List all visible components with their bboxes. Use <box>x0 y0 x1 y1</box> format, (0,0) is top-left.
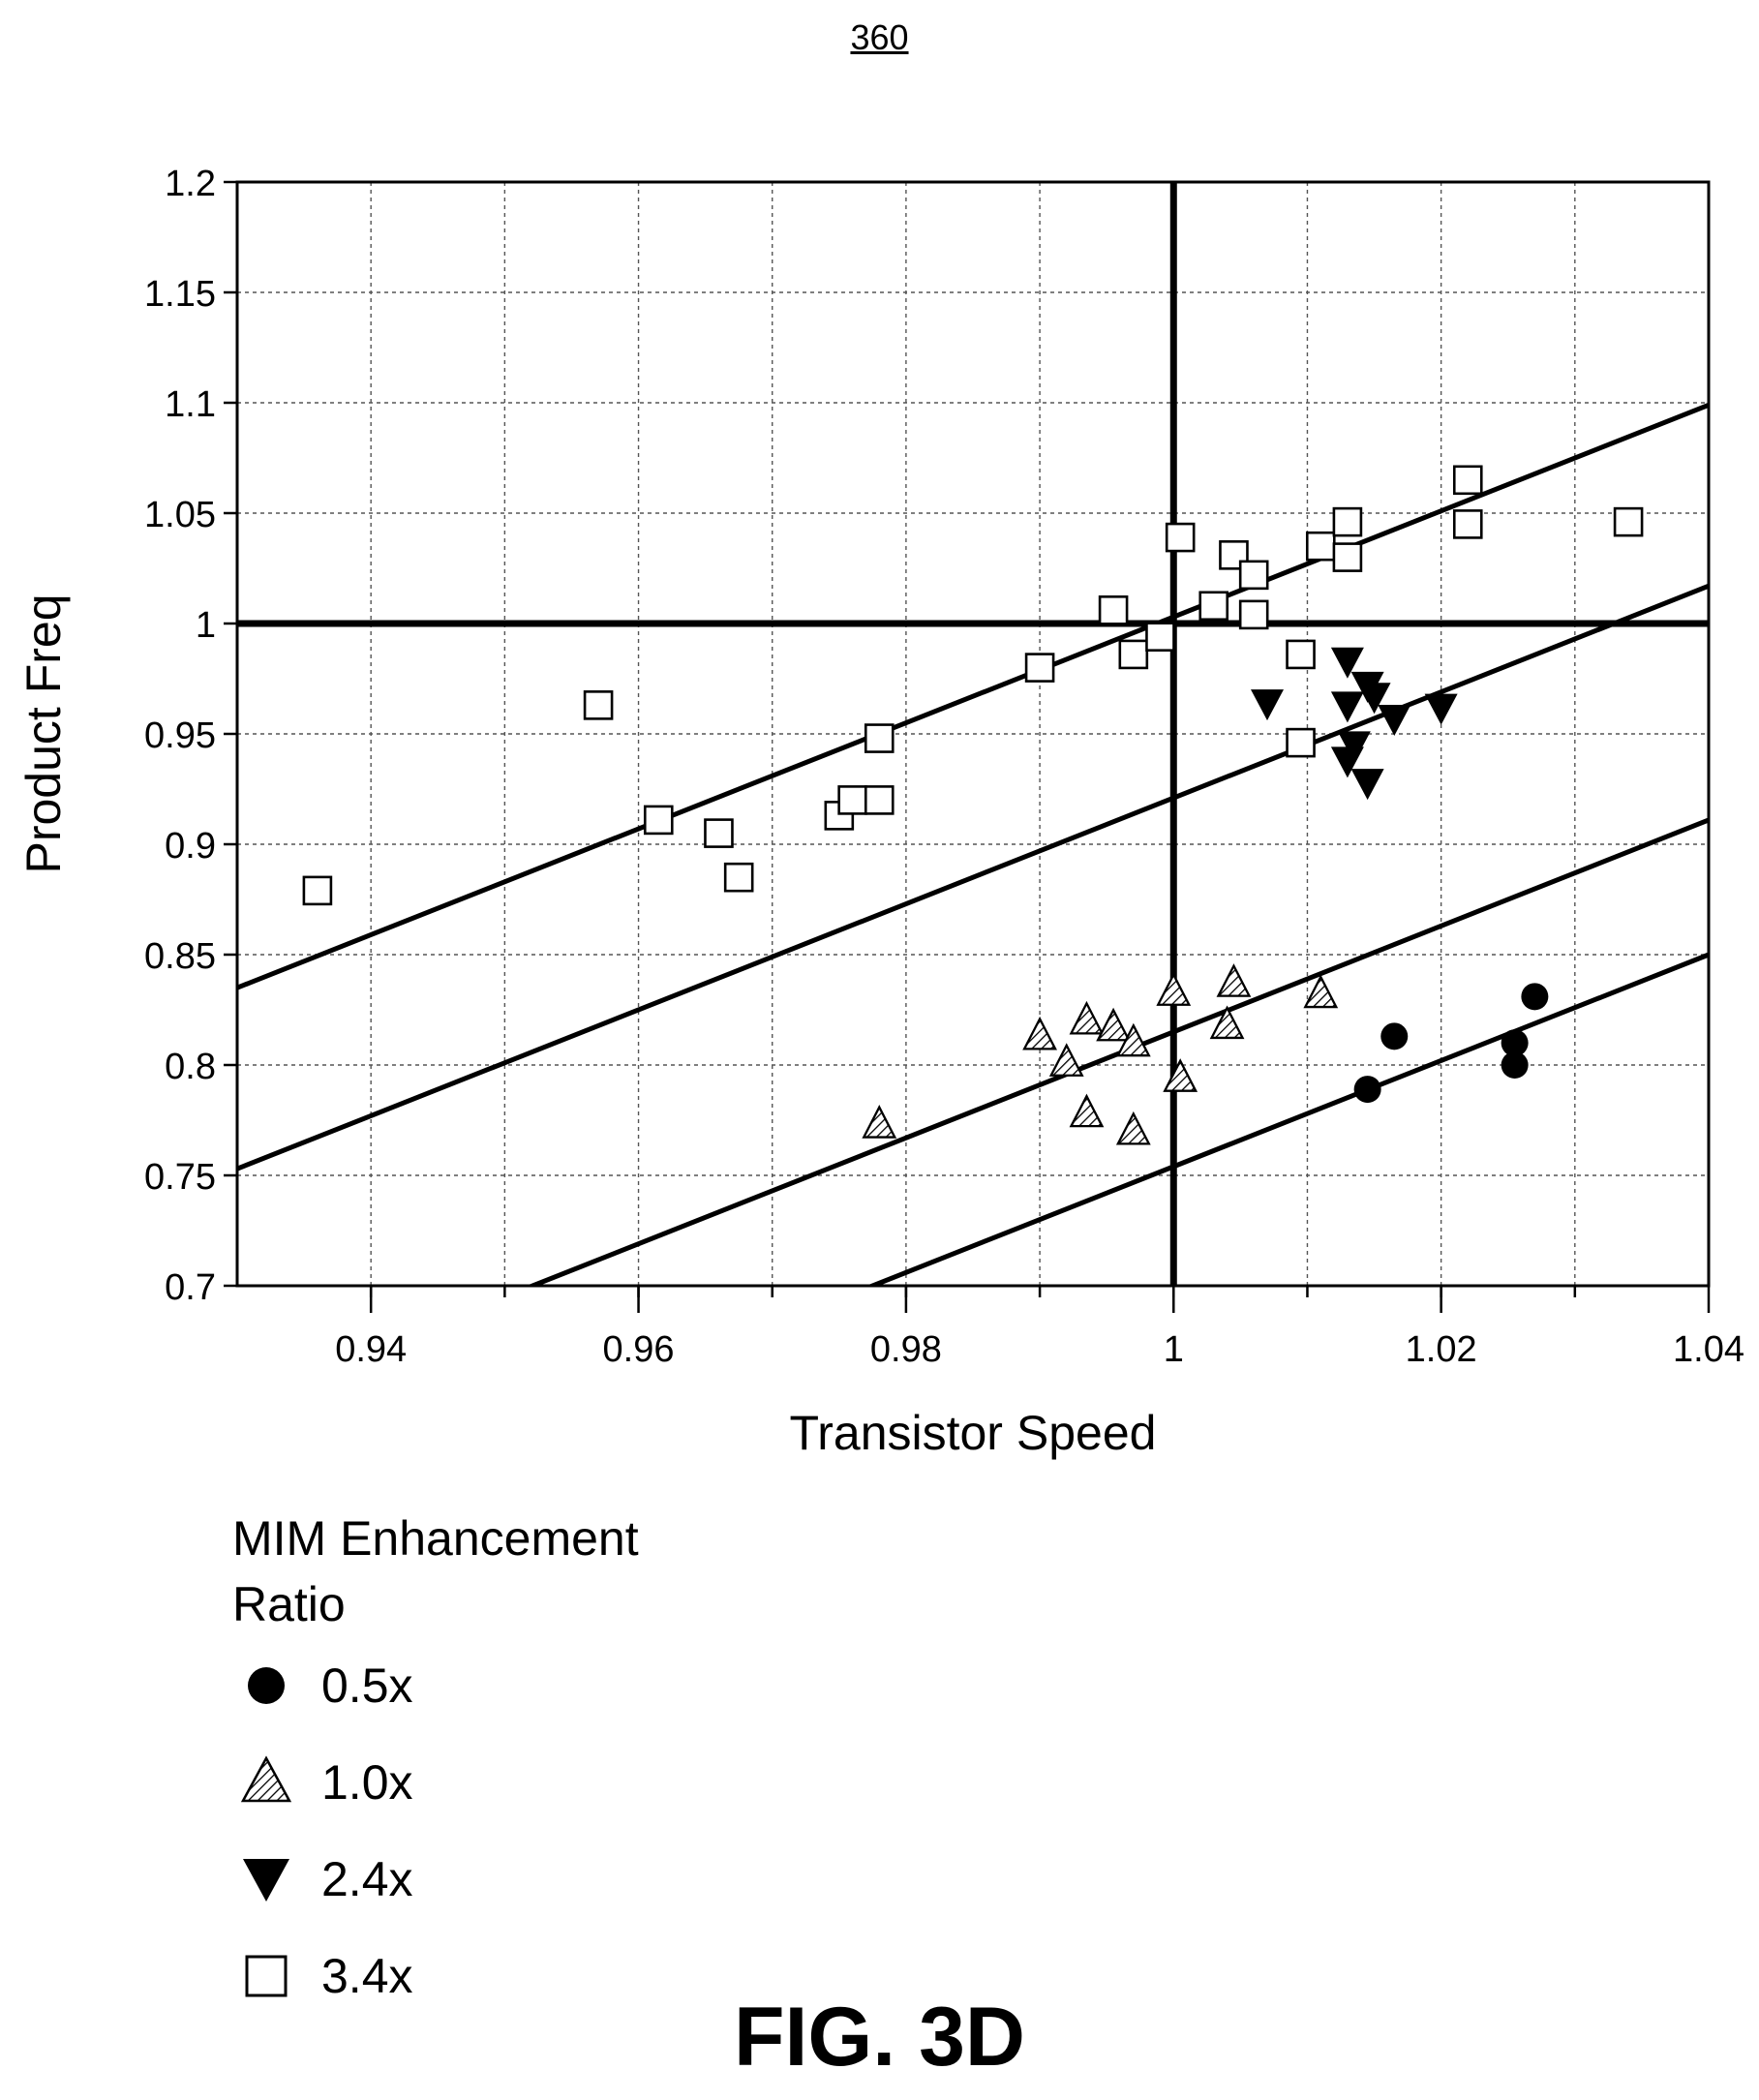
x-tick-label: 1.02 <box>1406 1329 1477 1370</box>
point-3-4x <box>1238 560 1269 591</box>
point-2-4x <box>1350 769 1384 801</box>
point-2-4x <box>1337 731 1371 763</box>
y-tick-label: 0.85 <box>144 936 216 977</box>
x-tick-label: 1.04 <box>1673 1329 1744 1370</box>
point-0-5x <box>1353 1076 1381 1104</box>
point-0-5x <box>1501 1029 1529 1057</box>
point-2-4x <box>1378 705 1411 737</box>
point-3-4x <box>583 690 614 720</box>
point-3-4x <box>302 875 333 906</box>
point-0-5x <box>1501 1051 1529 1079</box>
open-square-icon <box>245 1955 288 1997</box>
trend-lines <box>237 402 1709 1286</box>
legend-label-2-4x: 2.4x <box>321 1852 413 1906</box>
point-3-4x <box>1332 542 1363 572</box>
point-1-0x <box>1096 1007 1131 1042</box>
point-1-0x <box>1022 1016 1057 1050</box>
point-3-4x <box>1219 540 1249 570</box>
trend-line-3-4x <box>237 402 1709 990</box>
y-axis-label: Product Freq <box>16 593 71 873</box>
point-3-4x <box>1118 639 1149 670</box>
point-3-4x <box>1286 727 1316 758</box>
legend-title-line-1: MIM Enhancement <box>232 1511 639 1566</box>
point-0-5x <box>1380 1022 1409 1050</box>
hatched-triangle-icon <box>240 1755 292 1803</box>
legend-title: MIM Enhancement Ratio <box>232 1506 716 1637</box>
point-3-4x <box>1165 522 1196 553</box>
point-1-0x <box>1048 1043 1084 1077</box>
point-3-4x <box>1238 599 1269 630</box>
point-3-4x <box>1286 639 1316 670</box>
data-points <box>302 465 1644 1145</box>
y-tick-label: 1.15 <box>144 274 216 315</box>
point-1-0x <box>1163 1058 1198 1092</box>
figure-label: FIG. 3D <box>733 1991 1026 2084</box>
y-tick-label: 1 <box>196 605 216 646</box>
legend-label-0-5x: 0.5x <box>321 1659 413 1713</box>
point-1-0x <box>1303 974 1339 1009</box>
point-3-4x <box>1024 653 1055 683</box>
point-3-4x <box>1452 509 1483 539</box>
point-1-0x <box>1209 1005 1245 1040</box>
point-3-4x <box>837 785 867 815</box>
point-2-4x <box>1330 691 1364 723</box>
legend: MIM Enhancement Ratio 0.5x 1.0x 2.4x 3.4… <box>232 1506 716 2024</box>
y-tick-label: 0.75 <box>144 1157 216 1198</box>
legend-item-1-0x: 1.0x <box>232 1734 716 1831</box>
point-1-0x <box>1069 1093 1105 1128</box>
y-tick-label: 1.1 <box>165 384 216 425</box>
y-tick-label: 0.7 <box>165 1267 216 1308</box>
x-tick-label: 0.98 <box>870 1329 942 1370</box>
legend-title-line-2: Ratio <box>232 1577 346 1631</box>
point-3-4x <box>1145 622 1175 652</box>
x-tick-label: 0.94 <box>335 1329 407 1370</box>
point-3-4x <box>1098 595 1129 625</box>
point-1-0x <box>862 1105 897 1139</box>
trend-line-2-4x <box>237 583 1709 1172</box>
axis-ticks: 0.7 0.75 0.8 0.85 0.9 0.95 1 1.05 1.1 1.15 1.2 0.94… <box>144 164 1744 1370</box>
y-tick-label: 0.9 <box>165 826 216 867</box>
point-3-4x <box>1305 531 1336 562</box>
reference-lines <box>237 182 1709 1286</box>
x-tick-label: 0.96 <box>603 1329 675 1370</box>
figure-reference-number: 360 <box>850 17 909 57</box>
trend-line-1-0x <box>526 817 1709 1286</box>
point-2-4x <box>1330 647 1364 679</box>
point-3-4x <box>723 862 754 893</box>
grid <box>237 182 1709 1286</box>
y-tick-label: 1.05 <box>144 495 216 535</box>
y-tick-label: 0.95 <box>144 715 216 756</box>
point-2-4x <box>1357 683 1391 715</box>
point-3-4x <box>1613 506 1644 537</box>
point-1-0x <box>1115 1022 1151 1057</box>
point-1-0x <box>1216 963 1252 997</box>
point-3-4x <box>1198 591 1229 622</box>
legend-label-1-0x: 1.0x <box>321 1755 413 1810</box>
point-3-4x <box>864 785 895 815</box>
x-axis-label: Transistor Speed <box>790 1406 1157 1460</box>
point-3-4x <box>1332 506 1363 537</box>
point-0-5x <box>1521 983 1549 1011</box>
point-1-0x <box>1115 1111 1151 1145</box>
point-3-4x <box>1452 465 1483 496</box>
legend-item-2-4x: 2.4x <box>232 1831 716 1928</box>
legend-item-3-4x: 3.4x <box>232 1928 716 2024</box>
point-3-4x <box>704 818 734 848</box>
point-3-4x <box>643 805 674 836</box>
filled-circle-icon <box>248 1667 285 1704</box>
x-tick-label: 1 <box>1164 1329 1184 1370</box>
trend-line-0-5x <box>865 952 1709 1286</box>
point-3-4x <box>864 723 895 753</box>
point-1-0x <box>1156 972 1192 1006</box>
point-2-4x <box>1251 689 1284 721</box>
y-tick-label: 0.8 <box>165 1047 216 1087</box>
filled-triangle-down-icon <box>243 1859 289 1902</box>
legend-label-3-4x: 3.4x <box>321 1949 413 2003</box>
legend-item-0-5x: 0.5x <box>232 1637 716 1734</box>
point-2-4x <box>1424 693 1458 725</box>
point-1-0x <box>1069 1000 1105 1035</box>
y-tick-label: 1.2 <box>165 164 216 204</box>
scatter-chart: 0.7 0.75 0.8 0.85 0.9 0.95 1 1.05 1.1 1.15 1.2 0.94… <box>16 164 1744 1460</box>
